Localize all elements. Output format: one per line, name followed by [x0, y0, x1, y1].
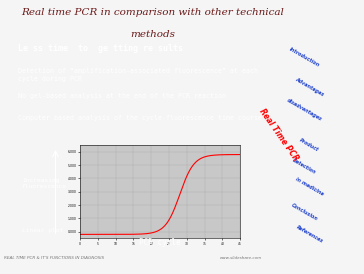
Text: No gel-based analysis at the end of the PCR reaction: No gel-based analysis at the end of the …: [18, 93, 226, 99]
Text: in medicine: in medicine: [294, 177, 324, 197]
Text: PCR cycle: PCR cycle: [139, 238, 181, 247]
Text: Detection: Detection: [292, 157, 317, 175]
Text: Introduction: Introduction: [288, 47, 320, 68]
Text: Increasing
fluorescence: Increasing fluorescence: [22, 178, 67, 189]
Text: Product: Product: [299, 138, 320, 153]
Text: Conclusion: Conclusion: [290, 202, 318, 221]
Text: Real time PCR in comparison with other technical: Real time PCR in comparison with other t…: [21, 8, 284, 17]
Text: Real Time PCR: Real Time PCR: [257, 107, 300, 163]
Text: References: References: [295, 225, 324, 244]
Text: Advantages: Advantages: [294, 77, 325, 97]
Text: Linear plot: Linear plot: [22, 228, 63, 233]
Text: Le ss time  to  ge tting re sults: Le ss time to ge tting re sults: [18, 44, 183, 53]
Text: methods: methods: [130, 30, 175, 39]
Text: REAL TIME PCR & IT'S FUNCTIONS IN DIAGNOSIS: REAL TIME PCR & IT'S FUNCTIONS IN DIAGNO…: [4, 256, 104, 260]
Text: Computer based analysis of the cycle-fluorescence time course: Computer based analysis of the cycle-flu…: [18, 115, 262, 121]
Text: Detection of “amplification-associated fluorescence” at each
cycle during PCR: Detection of “amplification-associated f…: [18, 68, 258, 81]
Text: www.slideshare.com: www.slideshare.com: [220, 256, 262, 260]
Text: disadvantages: disadvantages: [286, 98, 323, 122]
